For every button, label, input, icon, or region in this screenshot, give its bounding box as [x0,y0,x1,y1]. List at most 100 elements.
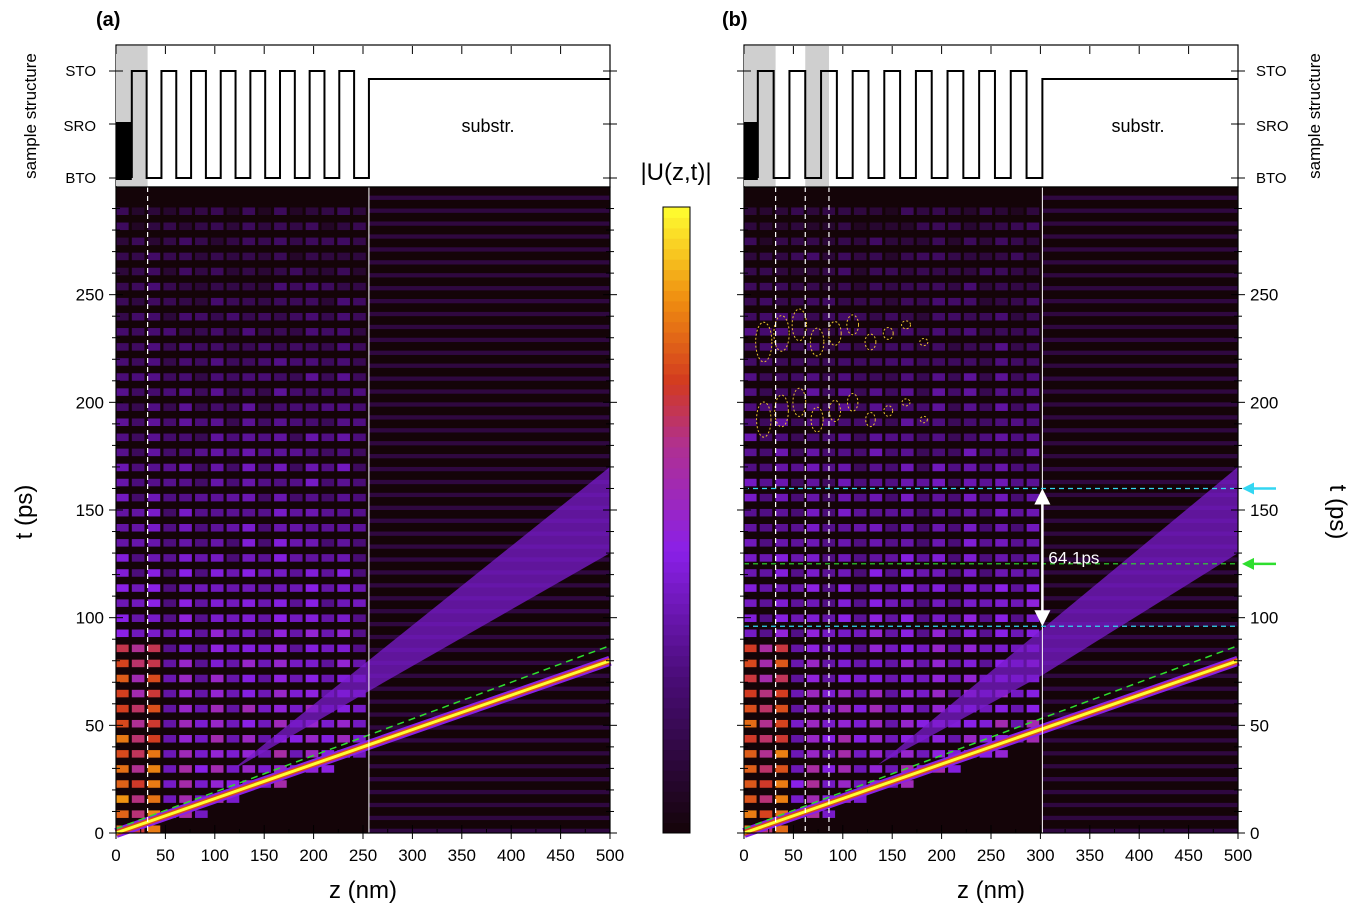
heat-cell [321,252,335,261]
panel-b-contour-lines [755,308,929,438]
heat-cell [226,448,240,457]
heat-cell [179,750,192,758]
heat-cell [759,719,773,728]
colorbar-band [663,822,690,834]
panel-b-ticks: 0 50 100 150 200 250 300 350 400 450 5000501001502… [737,46,1278,865]
heat-cell [274,267,287,276]
delay-arrow-head-up [1034,488,1051,505]
heat-cell [131,267,145,276]
heat-cell [289,644,303,653]
heat-cell [853,539,867,547]
heat-cell [979,704,993,713]
colorbar-band [663,238,690,250]
heat-cell [179,584,192,592]
heat-cell [853,659,867,668]
heat-cell [131,795,145,803]
heat-cell [744,418,757,427]
heat-cell [806,373,820,381]
panel-a-label: (a) [96,9,120,31]
heat-cell [916,282,930,291]
heat-cell [210,704,224,713]
heat-cell [210,343,224,351]
heat-cell [869,297,883,306]
heat-cell [289,343,303,351]
heat-cell [948,267,961,276]
panel-a-ylabel: t (ps) [11,485,38,540]
y-tick-label: 150 [76,501,104,520]
heat-cell [853,704,867,713]
heat-cell [791,358,804,366]
heat-cell [179,388,192,396]
heat-cell [131,644,145,653]
delay-arrow-head-down [1034,610,1051,627]
panel-b-structure: substr. STO SRO BTO sample structure [743,44,1324,188]
heat-cell [179,373,192,381]
heat-cell [775,433,788,442]
heat-cell [195,448,208,457]
heat-cell [869,750,883,758]
heat-stripe [368,673,610,678]
heat-cell [932,267,946,276]
heat-cell [258,388,271,396]
heat-cell [853,629,867,638]
heat-stripe [1042,337,1238,343]
heat-cell [210,689,224,698]
heat-cell [1026,358,1040,366]
heat-cell [116,418,129,427]
heat-cell [321,478,335,487]
heat-cell [289,267,303,276]
heat-cell [147,297,161,306]
heat-cell [901,463,914,472]
heat-cell [1010,433,1024,442]
heat-cell [321,539,335,547]
heat-cell [147,222,161,231]
colorbar-band [663,791,690,803]
heat-cell [147,358,161,366]
heat-cell [744,358,757,366]
heat-stripe [1042,298,1238,304]
heat-cell [822,614,836,622]
heat-cell [1026,433,1040,442]
heat-cell [242,222,256,231]
strain-front [743,659,1239,835]
heat-cell [759,735,773,743]
heat-cell [995,584,1008,592]
heat-cell [932,614,946,622]
heat-cell [948,584,961,592]
heat-cell [131,343,145,351]
heat-cell [337,523,350,532]
heat-cell [353,735,366,743]
heat-cell [806,704,820,713]
heat-cell [901,328,914,336]
heat-cell [242,237,256,246]
heat-cell [321,328,335,336]
heat-cell [948,735,961,743]
heat-cell [744,328,757,336]
heat-cell [932,493,946,502]
heat-cell [163,237,177,246]
heat-cell [901,629,914,638]
heat-cell [869,508,883,517]
heat-cell [147,388,161,396]
heat-cell [226,629,240,638]
heat-cell [353,358,366,366]
heat-stripe [368,634,610,640]
panel-b: (b) substr. STO SRO BTO sample structure… [722,9,1351,904]
heat-cell [305,735,319,743]
heat-cell [744,207,757,215]
heat-cell [179,508,192,517]
heat-cell [242,448,256,457]
heat-cell [744,569,757,577]
heat-cell [791,629,804,638]
heat-cell [948,689,961,698]
heat-stripe [1042,725,1238,730]
heat-cell [1010,343,1024,351]
panel-a-level-bto: BTO [65,170,96,187]
heat-cell [258,644,271,653]
x-tick-label: 150 [250,846,278,865]
heat-cell [1026,554,1040,562]
heat-cell [242,343,256,351]
heat-cell [337,508,350,517]
colorbar-band [663,300,690,312]
